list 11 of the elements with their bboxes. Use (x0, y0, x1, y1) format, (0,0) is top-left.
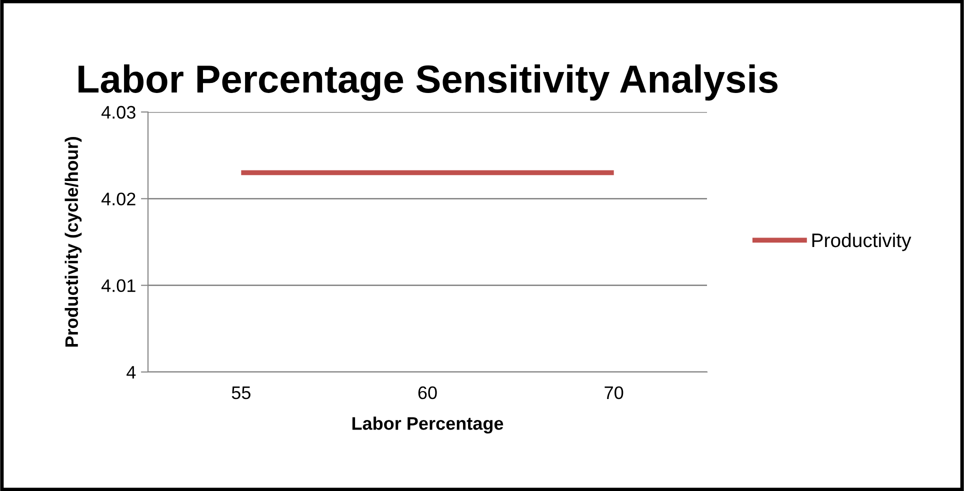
chart-title: Labor Percentage Sensitivity Analysis (78, 64, 778, 101)
y-axis-title: Productivity (cycle/hour) (64, 137, 82, 347)
legend-label: Productivity (812, 232, 912, 252)
y-tick-label: 4.02 (101, 192, 136, 206)
x-tick-label: 70 (604, 386, 624, 400)
x-tick-label: 55 (232, 386, 250, 400)
y-tick-label: 4.03 (101, 106, 136, 119)
x-tick-label: 60 (418, 386, 437, 400)
x-axis-title: Labor Percentage (352, 416, 504, 434)
y-tick-label: 4.01 (101, 279, 136, 292)
y-tick-label: 4 (126, 366, 136, 379)
